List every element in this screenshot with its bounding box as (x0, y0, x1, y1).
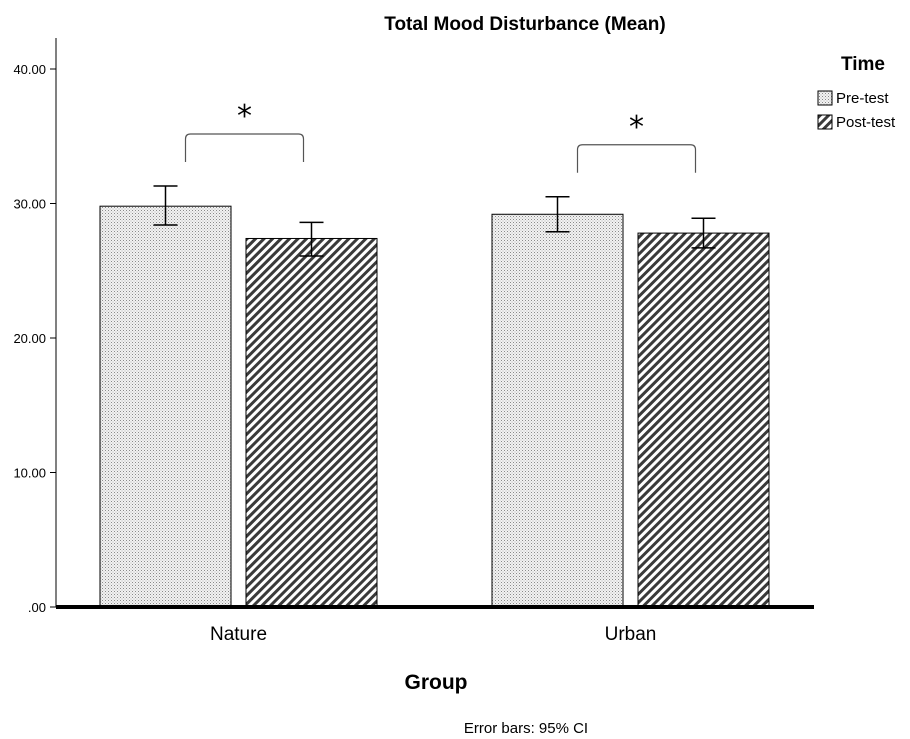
y-tick-label: 40.00 (13, 62, 46, 77)
x-axis-label: Group (405, 671, 468, 694)
legend-swatch-pre-test (817, 90, 833, 106)
significance-star: * (237, 99, 252, 134)
bar-urban-pre-test (491, 213, 624, 608)
error-bar-nature-post-test (299, 221, 324, 257)
y-tick-label: 30.00 (13, 197, 46, 212)
legend-swatch-post-test (817, 114, 833, 130)
error-bars-note: Error bars: 95% CI (464, 720, 588, 737)
bar-urban-post-test (637, 232, 770, 608)
chart-title: Total Mood Disturbance (Mean) (384, 14, 665, 35)
legend-title: Time (841, 54, 885, 75)
error-bar-nature-pre-test (153, 185, 178, 226)
error-bar-urban-post-test (691, 217, 716, 249)
legend-label-post-test: Post-test (836, 114, 896, 131)
legend-label-pre-test: Pre-test (836, 90, 889, 107)
significance-bracket (184, 133, 305, 163)
error-bar-urban-pre-test (545, 196, 570, 233)
significance-bracket (576, 144, 697, 173)
x-tick-label: Nature (210, 624, 267, 645)
y-tick-label: 10.00 (13, 466, 46, 481)
bar-nature-pre-test (99, 205, 232, 608)
legend: Time Pre-test Post-test (817, 54, 896, 131)
y-tick-label: 20.00 (13, 331, 46, 346)
x-tick-label: Urban (605, 624, 657, 645)
bar-nature-post-test (245, 237, 378, 608)
significance-star: * (629, 110, 644, 145)
y-tick-label: .00 (28, 600, 46, 615)
